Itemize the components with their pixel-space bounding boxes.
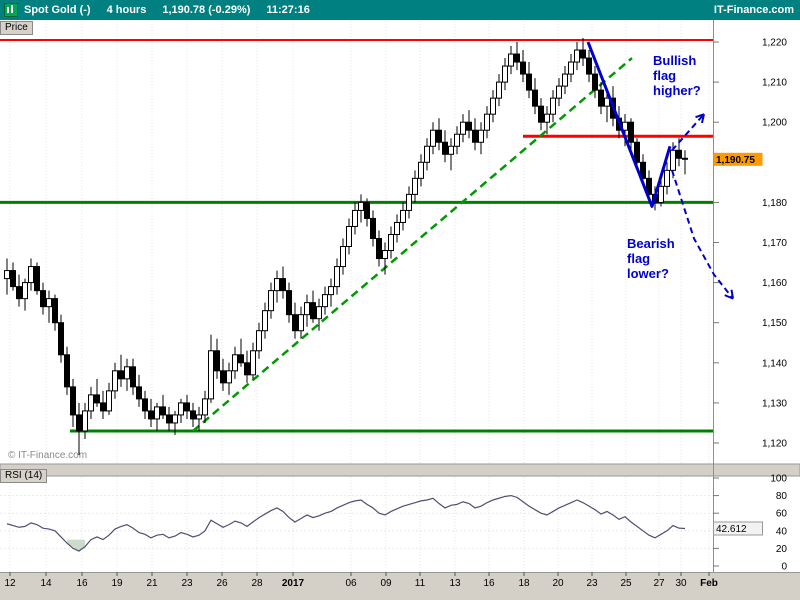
- annotation-line: Bearish: [627, 236, 675, 251]
- chart-background: [0, 20, 800, 600]
- quote-label: 1,190.78 (-0.29%): [162, 4, 251, 16]
- time-axis-label: 18: [518, 578, 530, 589]
- last-price-badge-label: 1,190.75: [716, 155, 755, 166]
- chart-region: 1,220 1,210 1,200 1,180 1,170 1,160 1,150 1,140…: [0, 20, 800, 600]
- clock-label: 11:27:16: [266, 4, 310, 16]
- bullish-projection-arrow-head: [695, 113, 705, 119]
- time-axis-band: [0, 572, 800, 600]
- support-resistance-lines: [0, 38, 713, 433]
- rsi-line: [6, 494, 686, 552]
- time-axis-label: 09: [380, 578, 392, 589]
- price-axis-label: 1,210: [762, 78, 787, 89]
- bearish-projection-arrow: [671, 170, 734, 300]
- rsi-axis-label: 0: [781, 562, 787, 573]
- timeframe-label: 4 hours: [106, 4, 147, 16]
- candlestick-series: [4, 37, 688, 456]
- annotation-line: higher?: [653, 83, 701, 98]
- price-axis-label: 1,170: [762, 238, 787, 249]
- pane-separator[interactable]: [0, 463, 800, 477]
- annotation-line: Bullish: [653, 53, 697, 68]
- time-axis-label: 13: [449, 578, 461, 589]
- time-axis-label: 16: [483, 578, 495, 589]
- time-axis-label: 28: [251, 578, 263, 589]
- rsi-axis-label: 100: [770, 474, 787, 485]
- bullish-projection-arrow: [671, 113, 705, 151]
- time-axis-label: 23: [586, 578, 598, 589]
- watermark: © IT-Finance.com: [8, 450, 88, 461]
- bearish-projection-arrow-head: [724, 294, 734, 300]
- time-axis-label: 25: [620, 578, 632, 589]
- time-axis-label: 2017: [282, 578, 305, 589]
- time-axis-label: 19: [111, 578, 123, 589]
- time-axis-label: 21: [146, 578, 158, 589]
- price-axis-label: 1,220: [762, 38, 787, 49]
- rsi-plot: [0, 494, 713, 552]
- time-axis-label: 11: [415, 578, 426, 589]
- time-axis-label: 14: [40, 578, 52, 589]
- rsi-axis-label: 60: [776, 509, 788, 520]
- time-axis-label: Feb: [700, 578, 718, 589]
- price-axis-label: 1,130: [762, 398, 787, 409]
- annotation-line: flag: [653, 68, 677, 83]
- time-axis-label: 30: [675, 578, 687, 589]
- bullish-projection-arrow-head: [701, 113, 705, 124]
- rsi-value-badge: [713, 521, 763, 536]
- time-axis-label: 20: [552, 578, 564, 589]
- tab-price[interactable]: Price: [0, 21, 33, 35]
- uptrend-line: [192, 57, 633, 432]
- time-axis-label: 26: [216, 578, 228, 589]
- price-axis-label: 1,180: [762, 198, 787, 209]
- price-axis-label: 1,200: [762, 118, 787, 129]
- rsi-value-badge-label: 42.612: [716, 524, 747, 535]
- flag-pattern-line: [586, 41, 672, 208]
- annotation-bearish-flag: Bearish flag lower?: [627, 236, 675, 281]
- brand-label: IT-Finance.com: [713, 4, 794, 16]
- last-price-badge: [713, 152, 763, 166]
- rsi-oversold-fill: [67, 539, 85, 552]
- gridlines: [9, 21, 710, 571]
- instrument-name: Spot Gold (-): [24, 4, 91, 16]
- price-axis-label: 1,140: [762, 358, 787, 369]
- rsi-axis-label: 80: [776, 491, 788, 502]
- time-axis-label: 06: [345, 578, 357, 589]
- annotation-line: lower?: [627, 266, 669, 281]
- price-axis-label: 1,120: [762, 439, 787, 450]
- time-axis-label: 23: [181, 578, 193, 589]
- rsi-axis-label: 20: [776, 544, 788, 555]
- time-axis-label: 12: [4, 578, 16, 589]
- title-bar: Spot Gold (-) 4 hours 1,190.78 (-0.29%) …: [0, 0, 800, 20]
- chart-canvas[interactable]: 1,220 1,210 1,200 1,180 1,170 1,160 1,150 1,140…: [0, 20, 800, 600]
- annotation-line: flag: [627, 251, 651, 266]
- value-axis-panel: [713, 20, 800, 600]
- time-axis-label: 16: [76, 578, 88, 589]
- price-axis-label: 1,150: [762, 318, 787, 329]
- bearish-projection-arrow-head: [730, 289, 734, 299]
- time-axis-label: 27: [653, 578, 665, 589]
- instrument-icon: [4, 3, 18, 17]
- annotation-bullish-flag: Bullish flag higher?: [653, 53, 701, 98]
- price-axis-label: 1,160: [762, 278, 787, 289]
- rsi-axis-label: 40: [776, 526, 788, 537]
- tab-rsi-indicator[interactable]: RSI (14): [0, 469, 48, 483]
